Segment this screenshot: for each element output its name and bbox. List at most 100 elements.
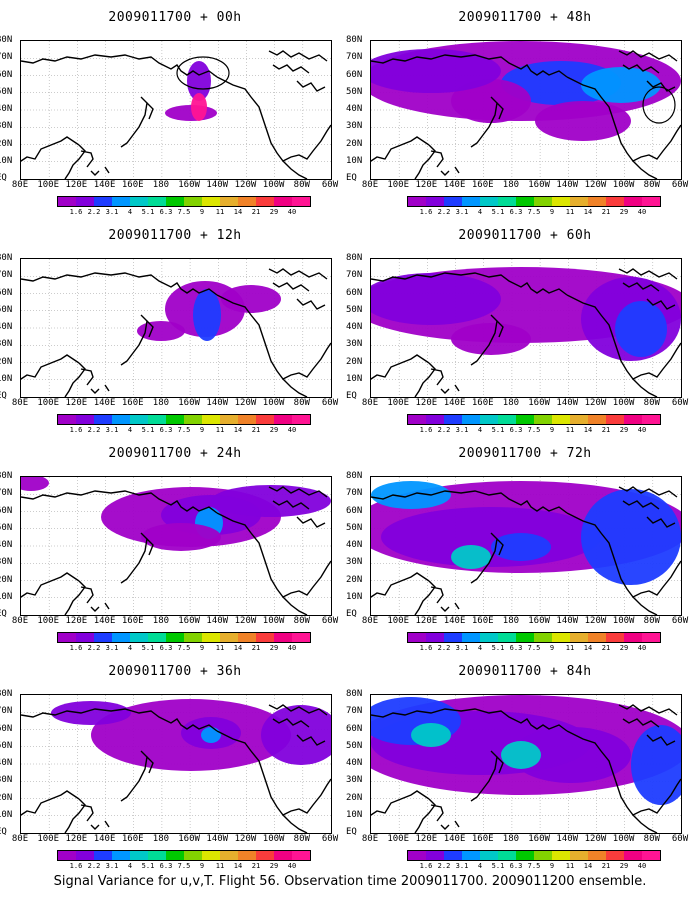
coastline <box>618 704 678 716</box>
colorbar-tick-label: 14 <box>233 208 243 216</box>
coastline <box>64 798 86 833</box>
colorbar-swatch <box>166 197 184 206</box>
coastline <box>90 388 100 394</box>
longitude-tick-label: 140W <box>206 398 229 408</box>
coastline <box>296 298 326 310</box>
colorbar-tick-label: 1.6 <box>419 644 433 652</box>
colorbar-swatch <box>624 851 642 860</box>
panel-title: 2009011700 + 60h <box>458 228 592 243</box>
latitude-tick-label: EQ <box>346 827 357 837</box>
coastline <box>496 756 504 774</box>
latitude-tick-label: 10N <box>346 809 363 820</box>
coastline <box>268 268 328 280</box>
colorbar-swatch <box>274 633 292 642</box>
longitude-tick-label: 160E <box>121 616 144 626</box>
coastline <box>296 734 326 746</box>
variance-contour-fill <box>221 285 281 313</box>
variance-map <box>21 695 331 833</box>
longitude-tick-label: 120W <box>584 616 607 626</box>
colorbar-tick-label: 40 <box>637 862 647 870</box>
colorbar-swatch <box>624 633 642 642</box>
colorbar-tick-label: 4 <box>477 644 483 652</box>
longitude-tick-label: 140E <box>93 398 116 408</box>
map-panel: 2009011700 + 00h 80N 70N 60N 50N 40N 30N 20N 10N… <box>0 0 350 222</box>
longitude-tick-label: 180 <box>152 180 170 190</box>
colorbar-swatch <box>534 415 552 424</box>
colorbar-tick-label: 5.1 <box>141 208 155 216</box>
latitude-tick-label: EQ <box>0 827 7 837</box>
colorbar-swatch <box>606 197 624 206</box>
longitude-tick-label: 160E <box>471 398 494 408</box>
colorbar-swatch <box>408 851 426 860</box>
longitude-tick-label: 120W <box>234 616 257 626</box>
coastline <box>371 708 568 732</box>
coastline <box>371 354 430 380</box>
colorbar-tick-label: 9 <box>549 862 555 870</box>
colorbar-tick-label: 21 <box>601 862 611 870</box>
colorbar-swatch <box>444 851 462 860</box>
colorbar-swatch <box>130 851 148 860</box>
colorbar-tick-label: 5.1 <box>141 862 155 870</box>
longitude-tick-label: 120W <box>234 834 257 844</box>
figure-caption: Signal Variance for u,v,T. Flight 56. Ob… <box>53 874 647 889</box>
coastline <box>496 538 504 556</box>
colorbar-swatch <box>256 851 274 860</box>
coastline <box>622 64 660 74</box>
colorbar-tick-label: 29 <box>269 208 279 216</box>
longitude-tick-label: 120E <box>415 398 438 408</box>
latitude-tick-label: 40N <box>346 104 363 114</box>
colorbar-swatch <box>516 633 534 642</box>
colorbar-tick-label: 14 <box>233 862 243 870</box>
colorbar-swatch <box>480 415 498 424</box>
latitude-tick-label: 10N <box>0 155 13 166</box>
longitude-tick-label: 140E <box>443 616 466 626</box>
latitude-tick-label: 70N <box>346 706 363 717</box>
longitude-tick-label: 100W <box>612 616 635 626</box>
colorbar-swatch <box>444 633 462 642</box>
colorbar-tick-label: 1.6 <box>69 426 83 434</box>
colorbar-tick-label: 3.1 <box>455 208 469 216</box>
coastline <box>646 516 676 528</box>
colorbar-tick-label: 29 <box>619 426 629 434</box>
colorbar-tick-label: 40 <box>287 644 297 652</box>
latitude-tick-label: EQ <box>0 391 7 401</box>
coastline <box>21 490 218 514</box>
colorbar-tick-label: 29 <box>269 862 279 870</box>
panel-title: 2009011700 + 72h <box>458 446 592 461</box>
variance-contour-fill <box>581 67 661 103</box>
colorbar-swatch <box>292 851 310 860</box>
latitude-tick-label: 30N <box>346 339 363 350</box>
colorbar-swatch <box>148 633 166 642</box>
colorbar-swatch <box>112 851 130 860</box>
latitude-tick-label: 30N <box>0 339 13 350</box>
latitude-tick-label: 60N <box>0 723 13 734</box>
variance-contour-fill <box>615 301 667 357</box>
longitude-tick-label: 180 <box>502 180 520 190</box>
colorbar-swatch <box>148 197 166 206</box>
latitude-tick-label: 40N <box>0 540 13 550</box>
latitude-tick-label: 60N <box>0 505 13 516</box>
latitude-tick-label: 50N <box>346 522 363 533</box>
variance-contour-fill <box>581 489 681 585</box>
map-plot-area <box>370 694 682 834</box>
longitude-tick-label: 100W <box>262 398 285 408</box>
longitude-tick-label: 100W <box>612 398 635 408</box>
colorbar-tick-label: 2.2 <box>437 208 451 216</box>
colorbar-swatch <box>166 633 184 642</box>
colorbar-swatch <box>588 197 606 206</box>
longitude-tick-label: 180 <box>502 398 520 408</box>
colorbar-swatch <box>148 851 166 860</box>
coastline <box>414 362 436 397</box>
coastline <box>371 490 568 514</box>
latitude-tick-label: 50N <box>0 740 13 751</box>
longitude-tick-label: 60W <box>321 834 339 844</box>
colorbar-swatch <box>112 415 130 424</box>
colorbar-swatch <box>202 851 220 860</box>
colorbar-swatch <box>570 197 588 206</box>
longitude-tick-label: 140E <box>443 834 466 844</box>
colorbar-tick-label: 2.2 <box>87 644 101 652</box>
colorbar-swatch <box>426 415 444 424</box>
variance-map <box>371 259 681 397</box>
coastline <box>146 102 154 120</box>
longitude-tick-label: 120W <box>234 398 257 408</box>
